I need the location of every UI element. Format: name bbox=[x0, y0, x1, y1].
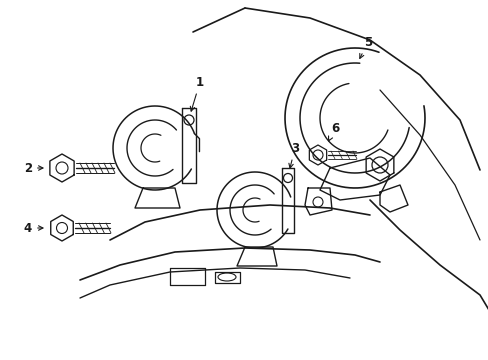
Text: 5: 5 bbox=[359, 36, 371, 58]
Text: 2: 2 bbox=[24, 162, 43, 175]
Text: 1: 1 bbox=[190, 76, 203, 111]
Text: 6: 6 bbox=[328, 122, 339, 141]
Text: 4: 4 bbox=[24, 221, 43, 234]
Text: 3: 3 bbox=[288, 141, 299, 168]
